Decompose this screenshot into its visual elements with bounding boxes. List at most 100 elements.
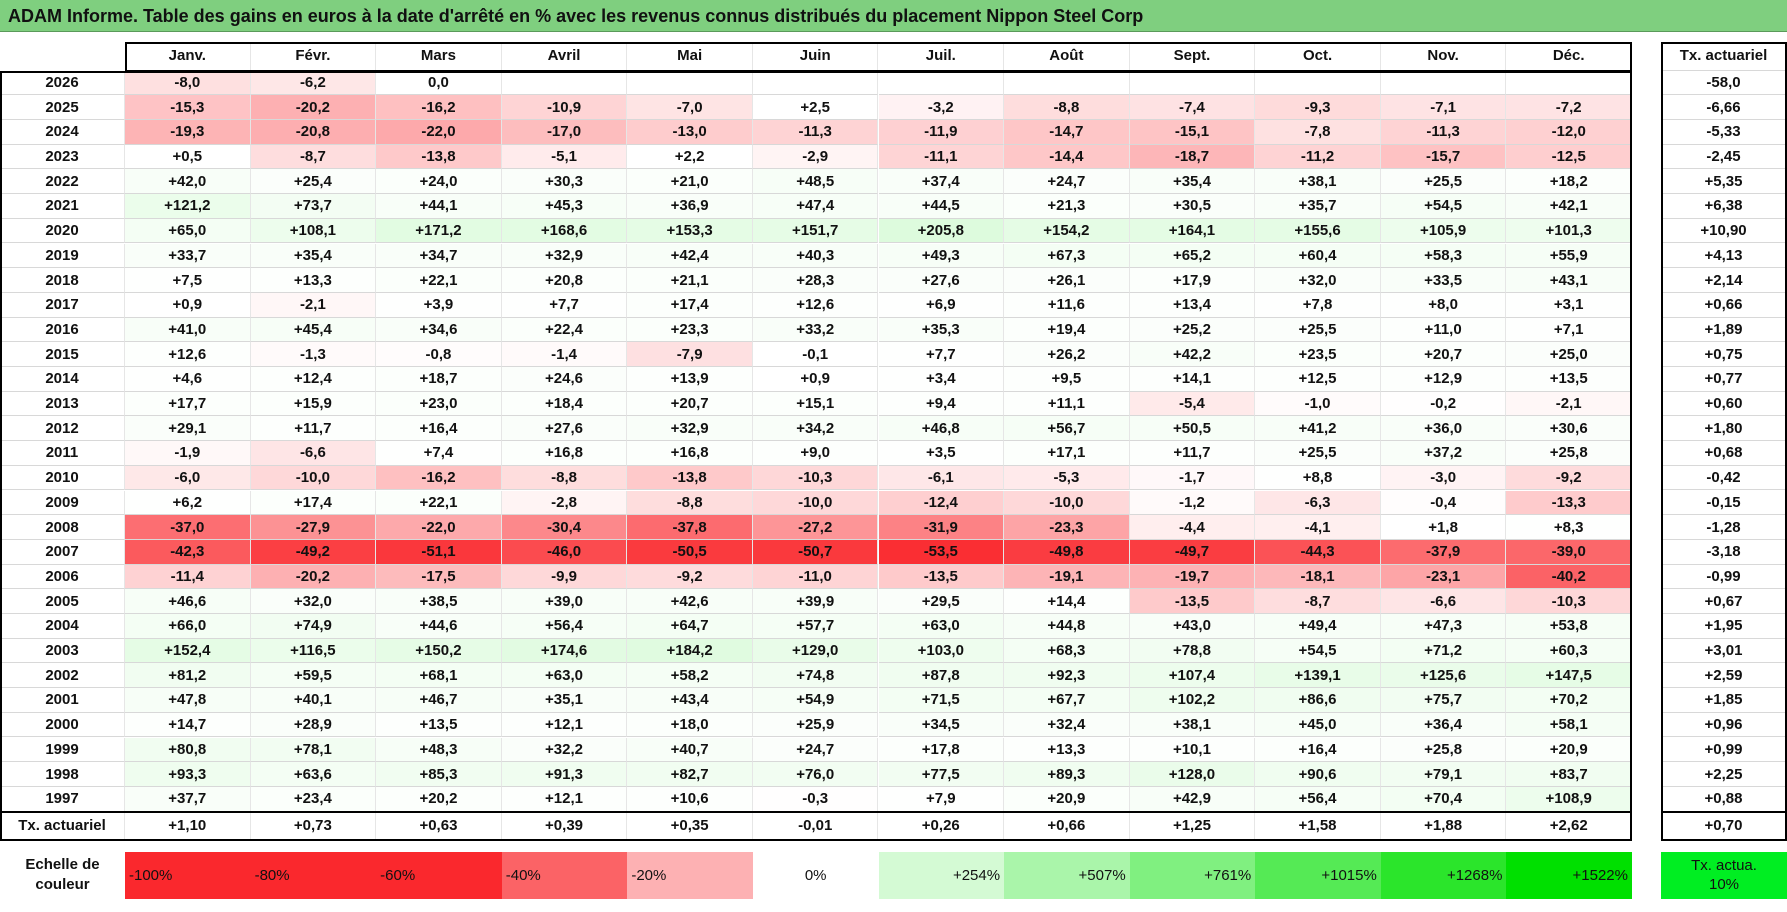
value-cell: -17,0: [501, 120, 628, 145]
value-cell: +39,9: [752, 589, 879, 614]
scale-step: +1015%: [1255, 851, 1381, 899]
year-label: 2015: [0, 342, 125, 367]
value-cell: +45,0: [1255, 712, 1381, 738]
value-cell: +164,1: [1129, 218, 1256, 244]
footer-tx: +0,70: [1661, 811, 1787, 841]
value-cell: +59,5: [250, 663, 377, 689]
tx-value: +0,75: [1661, 342, 1787, 367]
value-cell: -5,3: [1004, 465, 1130, 491]
value-cell: +11,6: [1004, 292, 1130, 318]
value-cell: +35,1: [501, 688, 628, 713]
month-header: Avril: [501, 42, 628, 71]
value-cell: +3,9: [376, 292, 502, 318]
value-cell: +10,1: [1129, 737, 1256, 763]
value-cell: +38,1: [1255, 169, 1381, 195]
value-cell: +101,3: [1506, 218, 1632, 244]
value-cell: +129,0: [752, 638, 879, 664]
value-cell: +85,3: [376, 762, 502, 787]
value-cell: +139,1: [1255, 663, 1381, 689]
year-label: 2025: [0, 95, 125, 120]
value-cell: +108,9: [1506, 786, 1632, 812]
value-cell: -27,2: [752, 515, 879, 540]
value-cell: +43,1: [1506, 268, 1632, 293]
value-cell: +116,5: [250, 638, 377, 664]
value-cell: +70,2: [1506, 688, 1632, 713]
value-cell: -6,3: [1255, 490, 1381, 516]
value-cell: +38,1: [1129, 712, 1256, 738]
value-cell: -37,8: [627, 515, 753, 540]
value-cell: +30,6: [1506, 416, 1632, 442]
year-label: 1997: [0, 786, 125, 812]
value-cell: +24,7: [752, 737, 879, 763]
value-cell: +12,6: [752, 292, 879, 318]
value-cell: +13,3: [250, 268, 377, 293]
value-cell: -10,0: [1004, 490, 1130, 516]
value-cell: -13,3: [1506, 490, 1632, 516]
value-cell: +32,9: [501, 243, 628, 269]
value-cell: +46,7: [376, 688, 502, 713]
value-cell: +56,4: [501, 614, 628, 639]
value-cell: -5,1: [501, 144, 628, 170]
value-cell: +25,5: [1255, 441, 1381, 466]
value-cell: +21,0: [627, 169, 753, 195]
year-label: 2000: [0, 712, 125, 738]
value-cell: +63,0: [878, 614, 1005, 639]
tx-value: +0,68: [1661, 441, 1787, 466]
value-cell: -15,7: [1380, 144, 1507, 170]
value-cell: +32,0: [250, 589, 377, 614]
value-cell: +50,5: [1129, 416, 1256, 442]
value-cell: +35,4: [250, 243, 377, 269]
month-header: Févr.: [250, 42, 377, 71]
value-cell: +34,2: [752, 416, 879, 442]
value-cell: -18,7: [1129, 144, 1256, 170]
value-cell: +17,4: [627, 292, 753, 318]
value-cell: -50,5: [627, 539, 753, 565]
value-cell: +33,5: [1380, 268, 1507, 293]
value-cell: +12,1: [501, 712, 628, 738]
footer-value: +0,73: [250, 811, 377, 841]
scale-step: +1268%: [1380, 851, 1507, 899]
value-cell: +26,2: [1004, 342, 1130, 367]
value-cell: +7,1: [1506, 317, 1632, 343]
value-cell: +13,4: [1129, 292, 1256, 318]
footer-value: +2,62: [1506, 811, 1632, 841]
footer-label: Tx. actuariel: [0, 811, 125, 841]
value-cell: +40,3: [752, 243, 879, 269]
value-cell: 0,0: [376, 70, 502, 96]
value-cell: +4,6: [125, 367, 251, 392]
tx-value: -6,66: [1661, 95, 1787, 120]
value-cell: +90,6: [1255, 762, 1381, 787]
value-cell: +86,6: [1255, 688, 1381, 713]
value-cell: +75,7: [1380, 688, 1507, 713]
value-cell: -20,8: [250, 120, 377, 145]
year-label: 2004: [0, 614, 125, 639]
value-cell: +42,2: [1129, 342, 1256, 367]
value-cell: +93,3: [125, 762, 251, 787]
scale-step: +1522%: [1506, 851, 1632, 899]
value-cell: -11,1: [878, 144, 1005, 170]
footer-value: +0,66: [1004, 811, 1130, 841]
value-cell: -7,1: [1380, 95, 1507, 120]
value-cell: +151,7: [752, 218, 879, 244]
empty-cell: [1004, 70, 1130, 96]
value-cell: +78,1: [250, 737, 377, 763]
value-cell: +64,7: [627, 614, 753, 639]
value-cell: -2,9: [752, 144, 879, 170]
value-cell: +16,4: [376, 416, 502, 442]
value-cell: +70,4: [1380, 786, 1507, 812]
tx-value: +0,99: [1661, 737, 1787, 763]
tx-value: -1,28: [1661, 515, 1787, 540]
value-cell: -11,2: [1255, 144, 1381, 170]
value-cell: +55,9: [1506, 243, 1632, 269]
empty-cell: [752, 70, 879, 96]
value-cell: -9,3: [1255, 95, 1381, 120]
value-cell: +150,2: [376, 638, 502, 664]
scale-step: +254%: [878, 851, 1005, 899]
value-cell: +25,8: [1506, 441, 1632, 466]
value-cell: +8,0: [1380, 292, 1507, 318]
value-cell: -7,2: [1506, 95, 1632, 120]
value-cell: +54,5: [1380, 194, 1507, 219]
value-cell: +77,5: [878, 762, 1005, 787]
year-label: 2009: [0, 490, 125, 516]
value-cell: +23,0: [376, 391, 502, 417]
